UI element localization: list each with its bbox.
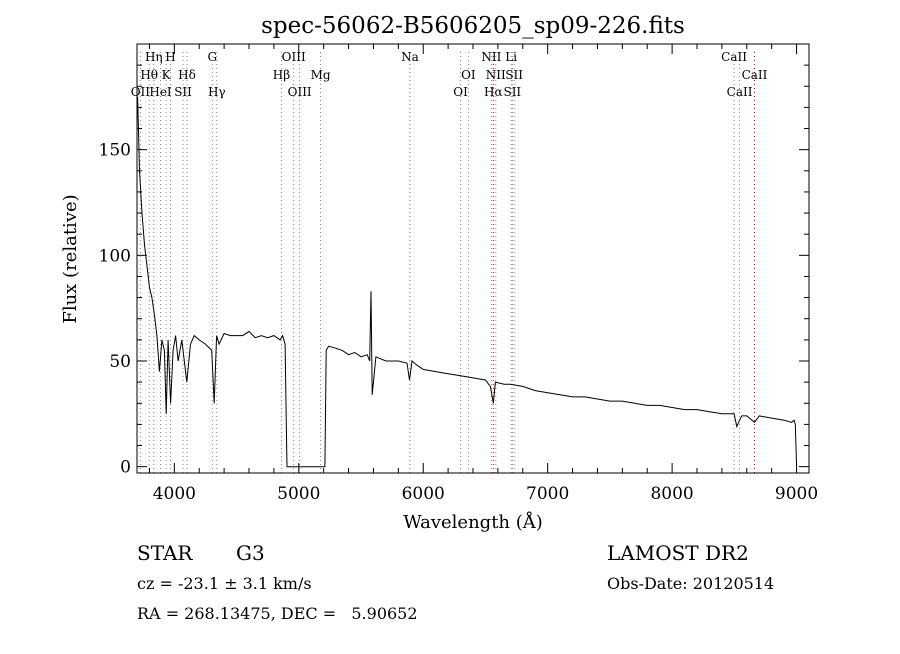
line-marker-label-10: Hβ: [273, 68, 290, 82]
x-axis: 4000 5000 6000 7000 8000 9000: [148, 44, 818, 504]
line-marker-label-0: OII: [131, 85, 151, 99]
chart-title: spec-56062-B5606205_sp09-226.fits: [261, 13, 685, 39]
coordinates: RA = 268.13475, DEC = 5.90652: [137, 604, 418, 623]
y-tick-label: 150: [99, 141, 131, 161]
x-tick-label: 7000: [526, 484, 569, 504]
line-marker-labels: OII Hη Hθ HeI KH SII Hδ G Hγ Hβ OIII OIII Mg Na OI OI NI…: [131, 50, 768, 99]
line-marker-label-24: CaII: [727, 85, 753, 99]
line-marker-label-13: Mg: [311, 68, 331, 82]
line-marker-label-15: OI: [453, 85, 468, 99]
line-marker-label-5: H: [165, 50, 175, 64]
line-marker-label-6: SII: [174, 85, 192, 99]
spectrum-line: [137, 96, 798, 468]
line-marker-label-8: G: [207, 50, 217, 64]
line-marker-label-3: HeI: [149, 85, 172, 99]
line-marker-label-14: Na: [401, 50, 419, 64]
line-marker-label-1: Hη: [145, 50, 163, 64]
x-axis-label: Wavelength (Å): [403, 511, 543, 533]
y-tick-label: 0: [120, 458, 131, 478]
y-tick-label: 100: [99, 246, 131, 266]
x-tick-label: 8000: [650, 484, 693, 504]
line-marker-label-7: Hδ: [178, 68, 196, 82]
x-tick-label: 4000: [153, 484, 196, 504]
line-marker-label-25: CaII: [742, 68, 768, 82]
y-axis-label: Flux (relative): [60, 194, 81, 323]
survey-name: LAMOST DR2: [607, 541, 749, 565]
line-marker-label-12: OIII: [288, 85, 312, 99]
line-marker-label-17: NII: [481, 50, 501, 64]
y-tick-label: 50: [109, 352, 131, 372]
x-tick-label: 5000: [277, 484, 320, 504]
line-marker-label-21: SII: [503, 85, 521, 99]
x-tick-label: 6000: [402, 484, 445, 504]
line-marker-label-20: Li: [505, 50, 517, 64]
line-markers: [139, 52, 755, 473]
line-marker-label-9: Hγ: [208, 85, 226, 99]
obs-date: Obs-Date: 20120514: [607, 574, 775, 593]
y-axis: 0 50 100 150: [99, 64, 809, 478]
line-marker-label-19: NII: [486, 68, 506, 82]
plot-frame: [136, 43, 810, 474]
line-marker-label-18: Hα: [484, 85, 503, 99]
line-marker-label-11: OIII: [282, 50, 306, 64]
x-tick-label: 9000: [775, 484, 818, 504]
line-marker-label-16: OI: [461, 68, 476, 82]
redshift-value: cz = -23.1 ± 3.1 km/s: [137, 574, 312, 593]
object-subclass: G3: [236, 541, 265, 565]
line-marker-label-23: CaII: [721, 50, 747, 64]
line-marker-label-4: K: [162, 68, 172, 82]
object-class: STAR: [137, 541, 193, 565]
line-marker-label-22: SII: [505, 68, 523, 82]
line-marker-label-2: Hθ: [140, 68, 158, 82]
